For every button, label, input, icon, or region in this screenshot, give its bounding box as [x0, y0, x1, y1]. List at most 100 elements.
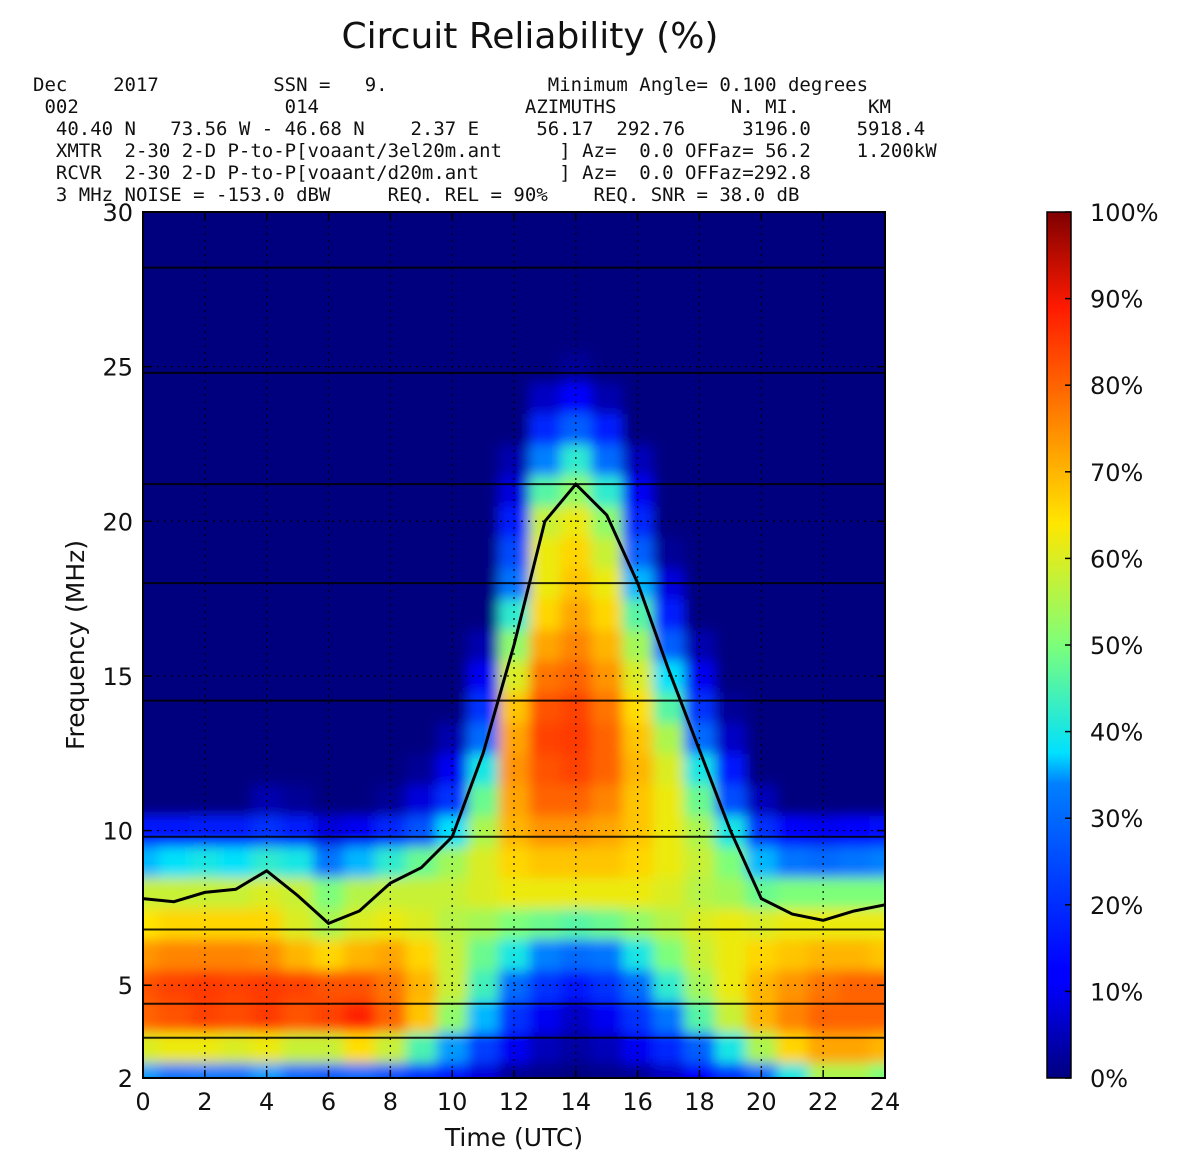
heatmap-cell	[714, 1031, 747, 1064]
heatmap-cell	[745, 258, 778, 291]
colorbar-tick-label: 50%	[1090, 632, 1143, 660]
heatmap-cell	[405, 536, 438, 569]
heatmap-cell	[374, 474, 407, 507]
heatmap-cell	[745, 1031, 778, 1064]
heatmap-cell	[714, 846, 747, 878]
heatmap-cell	[529, 258, 562, 291]
heatmap-cell	[838, 846, 871, 878]
heatmap-cell	[653, 227, 685, 260]
heatmap-cell	[158, 969, 191, 1002]
heatmap-cell	[282, 413, 314, 445]
x-tick-label: 8	[383, 1088, 398, 1116]
heatmap-cell	[158, 938, 191, 971]
muf-line	[142, 481, 886, 926]
heatmap-cell	[220, 536, 253, 569]
heatmap-cell	[869, 938, 885, 971]
heatmap-cell	[251, 1000, 283, 1033]
heatmap-cell	[529, 691, 562, 724]
heatmap-cell	[591, 351, 624, 383]
colorbar-tick-label: 70%	[1090, 459, 1143, 487]
heatmap-cell	[158, 753, 191, 785]
heatmap-cell	[653, 938, 685, 971]
heatmap-cell	[143, 536, 160, 569]
colorbar-tick-label: 100%	[1090, 199, 1159, 227]
heatmap-cell	[529, 753, 562, 785]
heatmap-cell	[653, 876, 685, 909]
heatmap-cell	[838, 212, 871, 229]
heatmap-cell	[158, 1000, 191, 1033]
heatmap-cell	[745, 660, 778, 693]
heatmap-cell	[622, 443, 654, 476]
heatmap-cell	[745, 413, 778, 445]
heatmap-cell	[776, 629, 809, 662]
heatmap-cell	[653, 846, 685, 878]
heatmap-cell	[405, 258, 438, 291]
heatmap-cell	[714, 691, 747, 724]
header-line: RCVR 2-30 2-D P-to-P[voaant/d20m.ant ] A…	[33, 162, 811, 184]
heatmap-cell	[251, 258, 283, 291]
heatmap-cell	[653, 722, 685, 755]
heatmap-cell	[220, 753, 253, 785]
heatmap-cell	[405, 629, 438, 662]
heatmap-cell	[838, 907, 871, 940]
heatmap-cell	[869, 1031, 885, 1064]
heatmap-cell	[838, 1031, 871, 1064]
heatmap-cell	[684, 258, 716, 291]
heatmap-cell	[405, 382, 438, 414]
heatmap-cell	[143, 907, 160, 940]
heatmap-cell	[143, 938, 160, 971]
heatmap-cell	[653, 784, 685, 816]
heatmap-cell	[313, 1000, 345, 1033]
heatmap-cell	[374, 258, 407, 291]
heatmap-cell	[591, 227, 624, 260]
heatmap-cell	[838, 536, 871, 569]
heatmap-cell	[838, 289, 871, 322]
heatmap-cell	[143, 443, 160, 476]
heatmap-cell	[343, 815, 376, 847]
heatmap-cell	[498, 443, 531, 476]
heatmap-cell	[467, 443, 500, 476]
heatmap-cell	[343, 598, 376, 631]
colorbar-tick-label: 10%	[1090, 978, 1143, 1006]
x-axis-label: Time (UTC)	[444, 1123, 583, 1152]
heatmap-cell	[838, 413, 871, 445]
colorbar-tick-label: 90%	[1090, 286, 1143, 314]
heatmap-cell	[405, 938, 438, 971]
heatmap-cell	[838, 258, 871, 291]
heatmap-cell	[684, 227, 716, 260]
heatmap-cell	[622, 258, 654, 291]
heatmap-cell	[467, 629, 500, 662]
heatmap-cell	[776, 382, 809, 414]
heatmap-cell	[591, 1000, 624, 1033]
heatmap-cell	[158, 784, 191, 816]
heatmap-cell	[529, 1031, 562, 1064]
heatmap-cell	[282, 227, 314, 260]
heatmap-cell	[529, 907, 562, 940]
heatmap-cell	[282, 443, 314, 476]
heatmap-cell	[343, 212, 376, 229]
x-tick-label: 6	[321, 1088, 336, 1116]
heatmap-cell	[405, 876, 438, 909]
heatmap-cell	[869, 212, 885, 229]
heatmap-cell	[143, 1000, 160, 1033]
heatmap-cell	[684, 474, 716, 507]
heatmap-cell	[143, 753, 160, 785]
heatmap-cell	[807, 474, 840, 507]
heatmap-cell	[405, 351, 438, 383]
heatmap-cell	[282, 784, 314, 816]
heatmap-cell	[560, 474, 593, 507]
heatmap-cell	[529, 351, 562, 383]
heatmap-cell	[560, 227, 593, 260]
heatmap-cell	[374, 1000, 407, 1033]
heatmap-cell	[343, 753, 376, 785]
heatmap-cell	[807, 258, 840, 291]
heatmap-cell	[158, 815, 191, 847]
heatmap-cell	[714, 722, 747, 755]
heatmap-cell	[776, 320, 809, 352]
heatmap-cell	[838, 753, 871, 785]
heatmap-cell	[467, 1031, 500, 1064]
heatmap-cell	[838, 1062, 871, 1078]
heatmap-cell	[189, 289, 222, 322]
x-tick-label: 14	[561, 1088, 592, 1116]
heatmap-cell	[189, 474, 222, 507]
